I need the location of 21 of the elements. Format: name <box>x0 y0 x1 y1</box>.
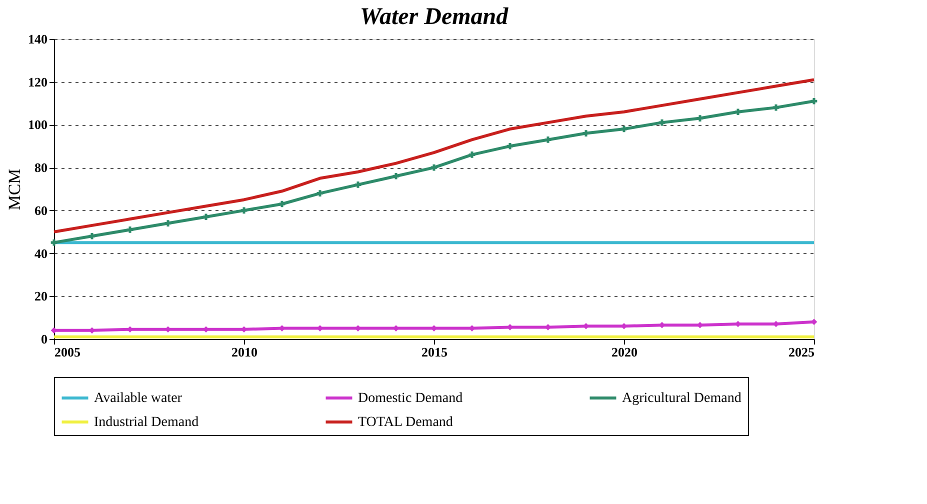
y-tick-label: 60 <box>34 202 48 218</box>
legend-label: TOTAL Demand <box>358 415 453 430</box>
y-tick-label: 40 <box>34 246 48 261</box>
x-tick-label: 2005 <box>54 344 81 360</box>
y-tick-label: 80 <box>34 160 48 176</box>
legend-label: Domestic Demand <box>358 391 463 406</box>
y-axis-title: MCM <box>5 168 24 210</box>
y-tick-label: 0 <box>41 332 48 346</box>
legend-label: Agricultural Demand <box>622 391 742 406</box>
line-series <box>52 78 816 234</box>
x-tick-label: 2010 <box>232 344 258 360</box>
y-tick-label: 100 <box>28 117 48 132</box>
chart-title: Water Demand <box>360 4 510 30</box>
legend-label: Industrial Demand <box>94 415 199 430</box>
legend-label: Available water <box>94 391 182 406</box>
y-tick-label: 120 <box>28 74 48 90</box>
x-tick-label: 2025 <box>788 344 815 360</box>
x-tick-label: 2015 <box>422 344 448 360</box>
y-tick-label: 140 <box>28 32 48 46</box>
x-tick-label: 2020 <box>612 344 638 360</box>
y-tick-label: 20 <box>34 288 48 304</box>
